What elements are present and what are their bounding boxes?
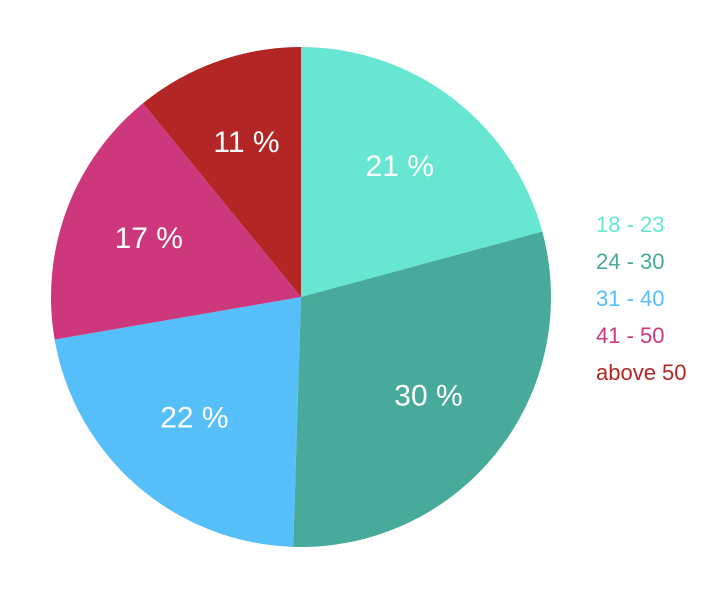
pie-slice — [54, 297, 301, 547]
slice-label: 30 % — [394, 380, 462, 413]
slice-label: 17 % — [115, 222, 183, 255]
pie-slice — [301, 47, 543, 297]
legend-label: 24 - 30 — [596, 249, 665, 274]
legend-label: 18 - 23 — [596, 212, 665, 237]
pie-slice — [142, 47, 301, 297]
legend-label: 41 - 50 — [596, 323, 665, 348]
legend-label: above 50 — [596, 360, 687, 385]
slice-label: 22 % — [160, 402, 228, 435]
slice-label: 21 % — [366, 150, 434, 183]
legend-label: 31 - 40 — [596, 286, 665, 311]
pie-slice — [293, 231, 552, 547]
pie-slice — [50, 103, 301, 340]
slice-label: 11 % — [213, 126, 279, 159]
